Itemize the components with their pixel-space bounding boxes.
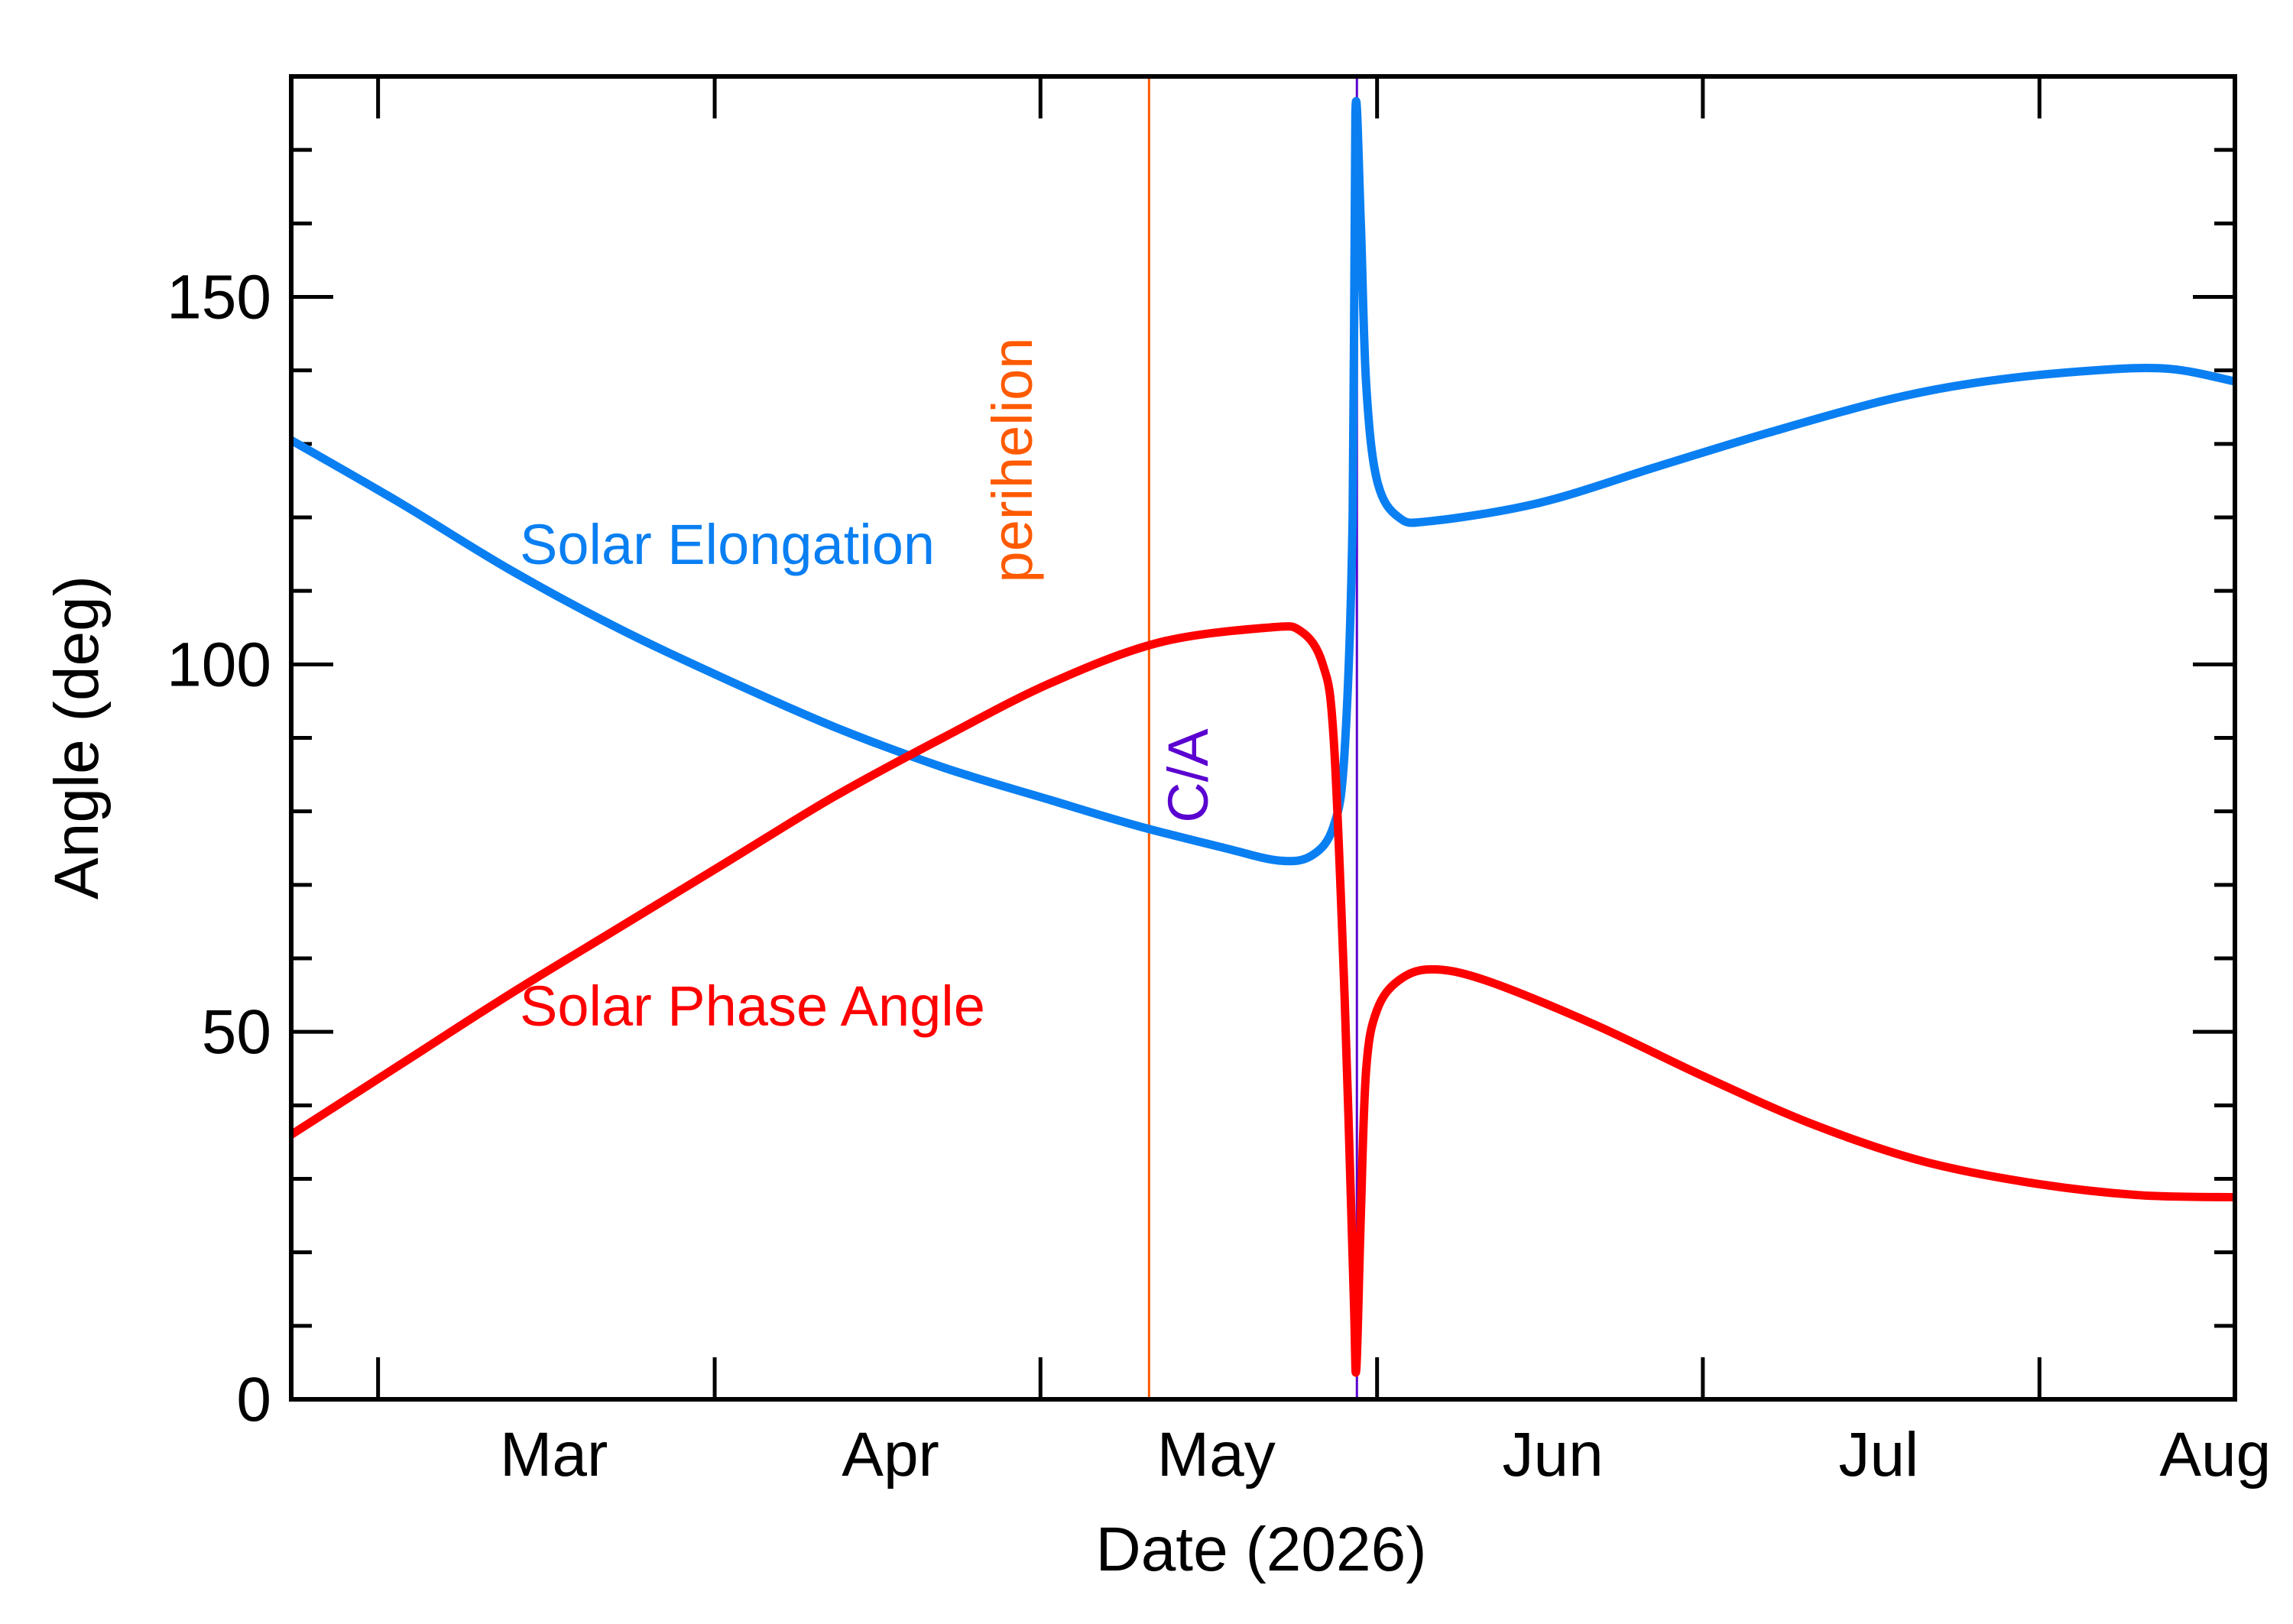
annotation-perihelion: perihelion (981, 338, 1044, 583)
y-tick-label: 50 (202, 997, 271, 1067)
y-tick-label: 0 (236, 1365, 271, 1434)
y-tick-label: 100 (167, 630, 271, 699)
plot-frame (289, 74, 2237, 1402)
x-tick-label: Apr (842, 1420, 939, 1489)
series-lines (289, 96, 2236, 1377)
tick-labels: 0 50 100 150 Mar Apr May Jun Jul Aug (167, 263, 2271, 1490)
x-axis-title: Date (2026) (1095, 1515, 1426, 1584)
series-line-solar-elongation (289, 96, 2236, 866)
y-axis-title: Angle (deg) (42, 575, 112, 900)
annotation-solar-elongation: Solar Elongation (520, 513, 935, 576)
x-tick-label: Mar (500, 1420, 608, 1489)
x-tick-label: Aug (2159, 1420, 2271, 1489)
annotation-solar-phase-angle: Solar Phase Angle (520, 974, 985, 1038)
y-tick-label: 150 (167, 263, 271, 332)
annotation-closest-approach: C/A (1156, 728, 1220, 823)
axis-ticks (291, 76, 2235, 1399)
x-tick-label: Jun (1503, 1420, 1604, 1489)
series-line-solar-phase-angle (289, 622, 2236, 1377)
x-tick-label: Jul (1838, 1420, 1918, 1489)
x-tick-label: May (1157, 1420, 1276, 1489)
